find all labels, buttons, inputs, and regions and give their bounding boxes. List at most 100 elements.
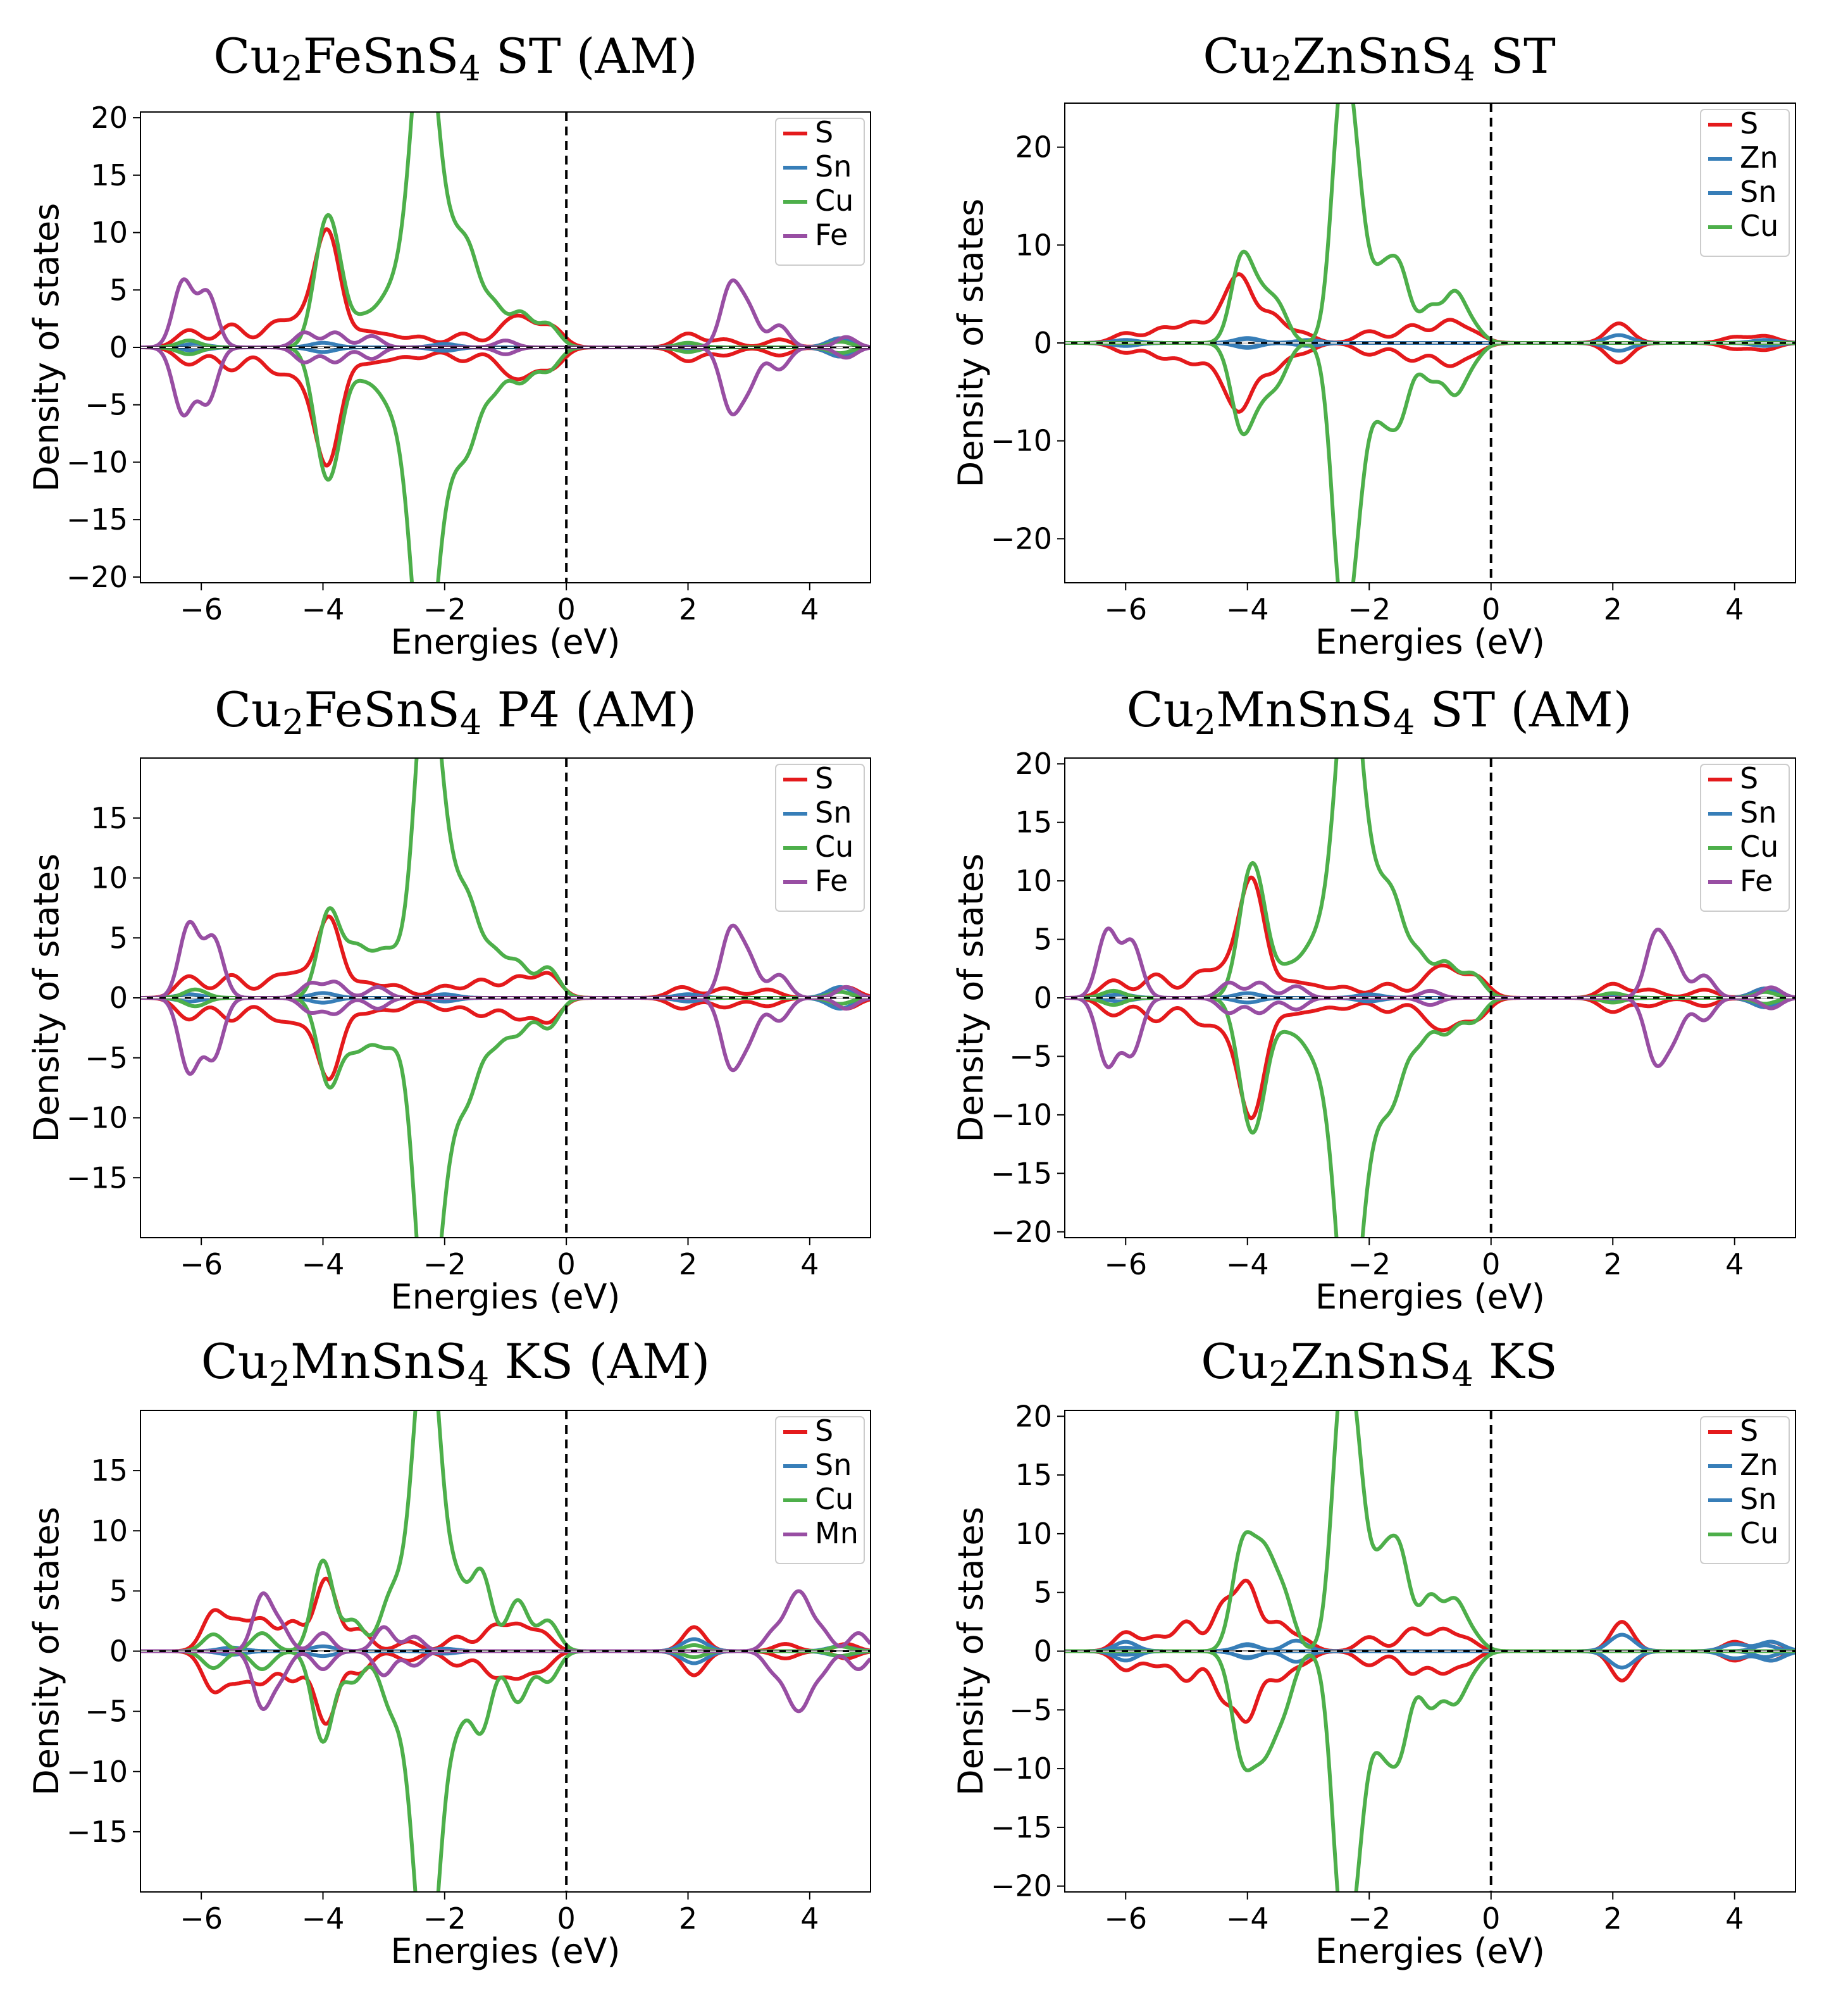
dos-panel-5: Cu2MnSnS4 KS (AM)−6 −4 −2 0 2 4−15−10−5051015… bbox=[27, 1333, 871, 1971]
y-tick-label: −10 bbox=[991, 1751, 1052, 1786]
x-tick-label: 2 bbox=[1604, 1901, 1622, 1936]
y-axis-label: Density of states bbox=[27, 203, 66, 492]
y-tick-label: −20 bbox=[991, 521, 1052, 556]
y-tick-label: 15 bbox=[90, 158, 128, 192]
y-axis-label: Density of states bbox=[951, 854, 991, 1143]
legend-label-Cu: Cu bbox=[815, 830, 853, 864]
title-subscript: 4 bbox=[459, 49, 480, 89]
title-text: ST bbox=[1475, 28, 1556, 84]
legend-label-S: S bbox=[1740, 106, 1758, 140]
y-tick-label: 10 bbox=[1015, 864, 1052, 898]
x-tick-label: −4 bbox=[302, 1247, 345, 1281]
y-tick-label: 10 bbox=[90, 216, 128, 250]
y-tick-label: −10 bbox=[66, 445, 128, 479]
x-tick-label: −4 bbox=[1226, 1247, 1269, 1281]
x-tick-label: 2 bbox=[679, 592, 697, 626]
x-tick-label: 4 bbox=[1725, 592, 1744, 626]
title-text: KS (AM) bbox=[489, 1333, 710, 1390]
y-tick-label: 0 bbox=[109, 1634, 128, 1669]
series-S-spin-down bbox=[1065, 341, 1795, 414]
legend-label-Sn: Sn bbox=[815, 795, 852, 830]
legend-label-Sn: Sn bbox=[815, 149, 852, 183]
legend-label-Sn: Sn bbox=[1740, 175, 1777, 209]
legend-label-Fe: Fe bbox=[1740, 864, 1773, 898]
legend-label-Cu: Cu bbox=[815, 1482, 853, 1516]
legend-label-S: S bbox=[815, 1414, 833, 1448]
legend-box bbox=[775, 764, 865, 912]
y-tick-label: −20 bbox=[991, 1215, 1052, 1249]
series-S-spin-down bbox=[140, 996, 871, 1081]
y-tick-label: −10 bbox=[991, 1098, 1052, 1132]
legend-label-Zn: Zn bbox=[1740, 1448, 1778, 1482]
title-subscript: 2 bbox=[1268, 1354, 1290, 1394]
x-tick-label: −6 bbox=[180, 592, 223, 626]
title-text: Cu bbox=[1201, 1333, 1268, 1390]
x-tick-label: −2 bbox=[423, 1247, 466, 1281]
legend-box bbox=[1700, 109, 1790, 257]
title-subscript: 4 bbox=[1454, 49, 1475, 89]
y-axis-label: Density of states bbox=[951, 1507, 991, 1796]
x-tick-label: 4 bbox=[1725, 1901, 1744, 1936]
x-tick-label: 2 bbox=[679, 1247, 697, 1281]
y-tick-label: 10 bbox=[90, 861, 128, 895]
title-text: ZnSnS bbox=[1291, 1333, 1452, 1390]
title-subscript: 4 bbox=[1393, 702, 1415, 742]
y-tick-label: 0 bbox=[109, 330, 128, 364]
title-text: MnSnS bbox=[1216, 681, 1393, 738]
series-Cu-spin-up bbox=[1065, 103, 1795, 345]
x-tick-label: −2 bbox=[423, 592, 466, 626]
title-text: ST (AM) bbox=[481, 28, 698, 84]
y-tick-label: 5 bbox=[1034, 923, 1052, 957]
title-text: MnSnS bbox=[290, 1333, 468, 1390]
x-tick-label: −4 bbox=[302, 1901, 345, 1936]
x-tick-label: −2 bbox=[1348, 1247, 1391, 1281]
x-tick-label: 0 bbox=[1482, 1247, 1500, 1281]
y-axis-label: Density of states bbox=[27, 1507, 66, 1796]
title-subscript: 2 bbox=[1194, 702, 1216, 742]
y-tick-label: 20 bbox=[1015, 747, 1052, 781]
y-tick-label: 15 bbox=[1015, 805, 1052, 840]
y-tick-label: −15 bbox=[991, 1156, 1052, 1190]
series-Sn-spin-down bbox=[1065, 1649, 1795, 1670]
x-axis-label: Energies (eV) bbox=[1315, 622, 1545, 662]
dos-panel-2: Cu2ZnSnS4 ST−6 −4 −2 0 2 4−20−1001020Energies… bbox=[951, 28, 1796, 662]
y-tick-label: −20 bbox=[66, 560, 128, 594]
title-text: Cu bbox=[213, 28, 281, 84]
legend-label-Sn: Sn bbox=[1740, 1482, 1777, 1516]
series-S-spin-up bbox=[1065, 272, 1795, 345]
title-text: ZnSnS bbox=[1293, 28, 1454, 84]
legend-label-Cu: Cu bbox=[1740, 209, 1778, 243]
legend-label-S: S bbox=[815, 761, 833, 795]
plot-area bbox=[140, 1410, 871, 1892]
title-subscript: 2 bbox=[269, 1354, 290, 1394]
x-tick-label: −6 bbox=[1104, 1247, 1147, 1281]
plot-area bbox=[140, 758, 871, 1238]
legend-label-Fe: Fe bbox=[815, 864, 848, 898]
x-tick-label: 4 bbox=[800, 1901, 819, 1936]
x-tick-label: 4 bbox=[1725, 1247, 1744, 1281]
y-tick-label: 5 bbox=[1034, 1576, 1052, 1610]
y-tick-label: −15 bbox=[66, 1160, 128, 1195]
title-text: Cu bbox=[214, 681, 282, 738]
series-Sn-spin-up bbox=[1065, 1633, 1795, 1653]
y-tick-label: −10 bbox=[66, 1101, 128, 1135]
y-tick-label: −10 bbox=[991, 424, 1052, 458]
x-axis-label: Energies (eV) bbox=[1315, 1931, 1545, 1971]
y-tick-label: −5 bbox=[1009, 1039, 1052, 1073]
x-tick-label: 0 bbox=[1482, 592, 1500, 626]
plot-area bbox=[140, 112, 871, 583]
title-text: KS bbox=[1473, 1333, 1558, 1390]
x-tick-label: −4 bbox=[1226, 592, 1269, 626]
series-Cu-spin-down bbox=[1065, 1649, 1795, 1892]
legend-label-Cu: Cu bbox=[1740, 1516, 1778, 1550]
x-axis-label: Energies (eV) bbox=[391, 1931, 621, 1971]
series-Cu-spin-up bbox=[1065, 1410, 1795, 1653]
x-axis-label: Energies (eV) bbox=[391, 1277, 621, 1317]
x-tick-label: 4 bbox=[800, 1247, 819, 1281]
y-tick-label: −20 bbox=[991, 1869, 1052, 1903]
title-text: ST (AM) bbox=[1415, 681, 1632, 738]
x-tick-label: −4 bbox=[1226, 1901, 1269, 1936]
